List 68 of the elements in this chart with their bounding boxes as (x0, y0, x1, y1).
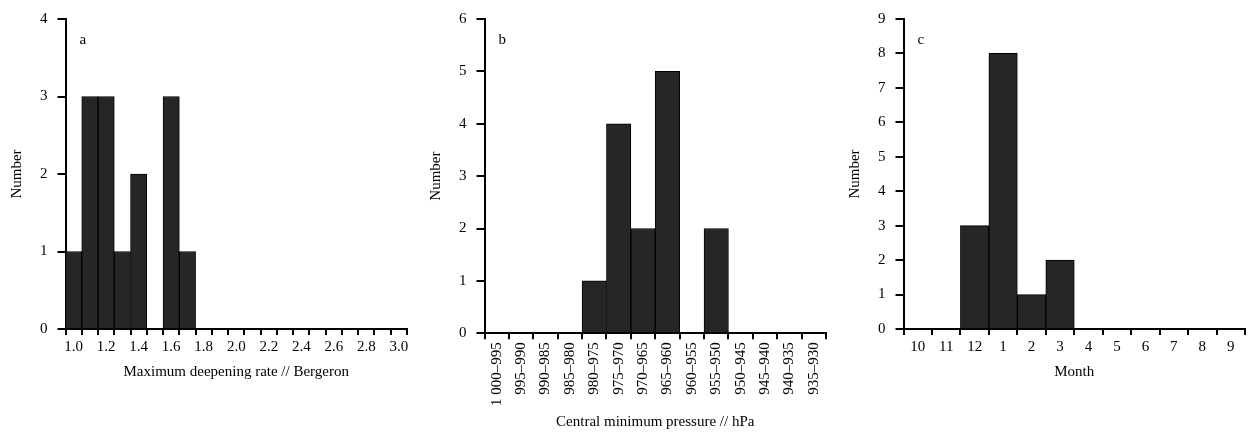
x-tick-label: 970–965 (633, 342, 650, 395)
x-tick-label: 2.6 (324, 337, 344, 354)
x-tick-label: 11 (938, 337, 954, 354)
y-tick-label: 4 (40, 9, 48, 26)
x-tick-label: 1 000–995 (487, 342, 504, 406)
x-tick-label: 1.0 (64, 337, 84, 354)
x-tick-label: 2.0 (226, 337, 246, 354)
x-tick-label: 950–945 (731, 342, 748, 395)
y-axis-title: Number (426, 151, 443, 201)
x-tick-label: 10 (910, 337, 926, 354)
y-tick-label: 9 (878, 9, 886, 26)
y-tick-label: 0 (40, 319, 48, 336)
y-tick-label: 2 (878, 251, 886, 268)
x-axis-title: Maximum deepening rate // Bergeron (123, 362, 350, 379)
x-tick-label: 4 (1084, 337, 1093, 354)
y-tick-label: 3 (878, 216, 886, 233)
x-tick-label: 965–960 (658, 342, 675, 395)
x-tick-label: 1.6 (161, 337, 182, 354)
x-tick-label: 995–990 (512, 342, 529, 395)
annotation: c (917, 31, 925, 48)
x-tick-label: 3.0 (389, 337, 409, 354)
y-tick-label: 5 (878, 147, 886, 164)
x-tick-label: 1.4 (129, 337, 149, 354)
x-tick-label: 12 (967, 337, 983, 354)
x-tick-label: 940–935 (780, 342, 797, 395)
x-tick-label: 2.4 (291, 337, 312, 354)
y-tick-label: 7 (878, 78, 886, 95)
x-tick-label: 945–940 (755, 342, 772, 395)
x-tick-label: 1.2 (96, 337, 116, 354)
y-tick-label: 3 (459, 167, 467, 184)
x-tick-label: 990–985 (536, 342, 553, 395)
x-tick-label: 2.2 (259, 337, 279, 354)
y-tick-label: 0 (459, 324, 467, 341)
x-tick-label: 2.8 (356, 337, 376, 354)
x-tick-label: 1 (999, 337, 1007, 354)
y-tick-label: 0 (878, 319, 886, 336)
y-tick-label: 8 (878, 44, 886, 61)
x-tick-label: 6 (1141, 337, 1150, 354)
y-tick-label: 2 (40, 164, 48, 181)
x-tick-label: 980–975 (585, 342, 602, 395)
x-axis-title: Month (1054, 362, 1095, 379)
y-axis-title: Number (7, 149, 24, 199)
y-tick-label: 1 (40, 242, 48, 259)
x-tick-label: 5 (1113, 337, 1121, 354)
x-tick-label: 985–980 (560, 342, 577, 395)
y-tick-label: 2 (459, 219, 467, 236)
annotation: b (498, 31, 506, 48)
x-tick-label: 955–950 (707, 342, 724, 395)
x-tick-label: 935–930 (804, 342, 821, 395)
x-tick-label: 8 (1198, 337, 1207, 354)
y-tick-label: 5 (459, 62, 467, 79)
x-tick-label: 3 (1056, 337, 1064, 354)
x-tick-label: 2 (1027, 337, 1036, 354)
y-tick-label: 4 (459, 114, 467, 131)
x-tick-label: 960–955 (682, 342, 699, 395)
y-tick-label: 6 (878, 113, 886, 130)
y-tick-label: 4 (878, 182, 886, 199)
x-tick-label: 7 (1170, 337, 1179, 354)
y-tick-label: 3 (40, 87, 48, 104)
x-tick-label: 9 (1227, 337, 1235, 354)
y-tick-label: 1 (459, 271, 467, 288)
y-axis-title: Number (845, 149, 862, 199)
y-tick-label: 1 (878, 285, 886, 302)
x-axis-title: Central minimum pressure // hPa (556, 412, 755, 429)
x-tick-label: 1.8 (194, 337, 214, 354)
y-tick-label: 6 (459, 9, 467, 26)
annotation: a (79, 31, 87, 48)
x-tick-label: 975–970 (609, 342, 626, 395)
